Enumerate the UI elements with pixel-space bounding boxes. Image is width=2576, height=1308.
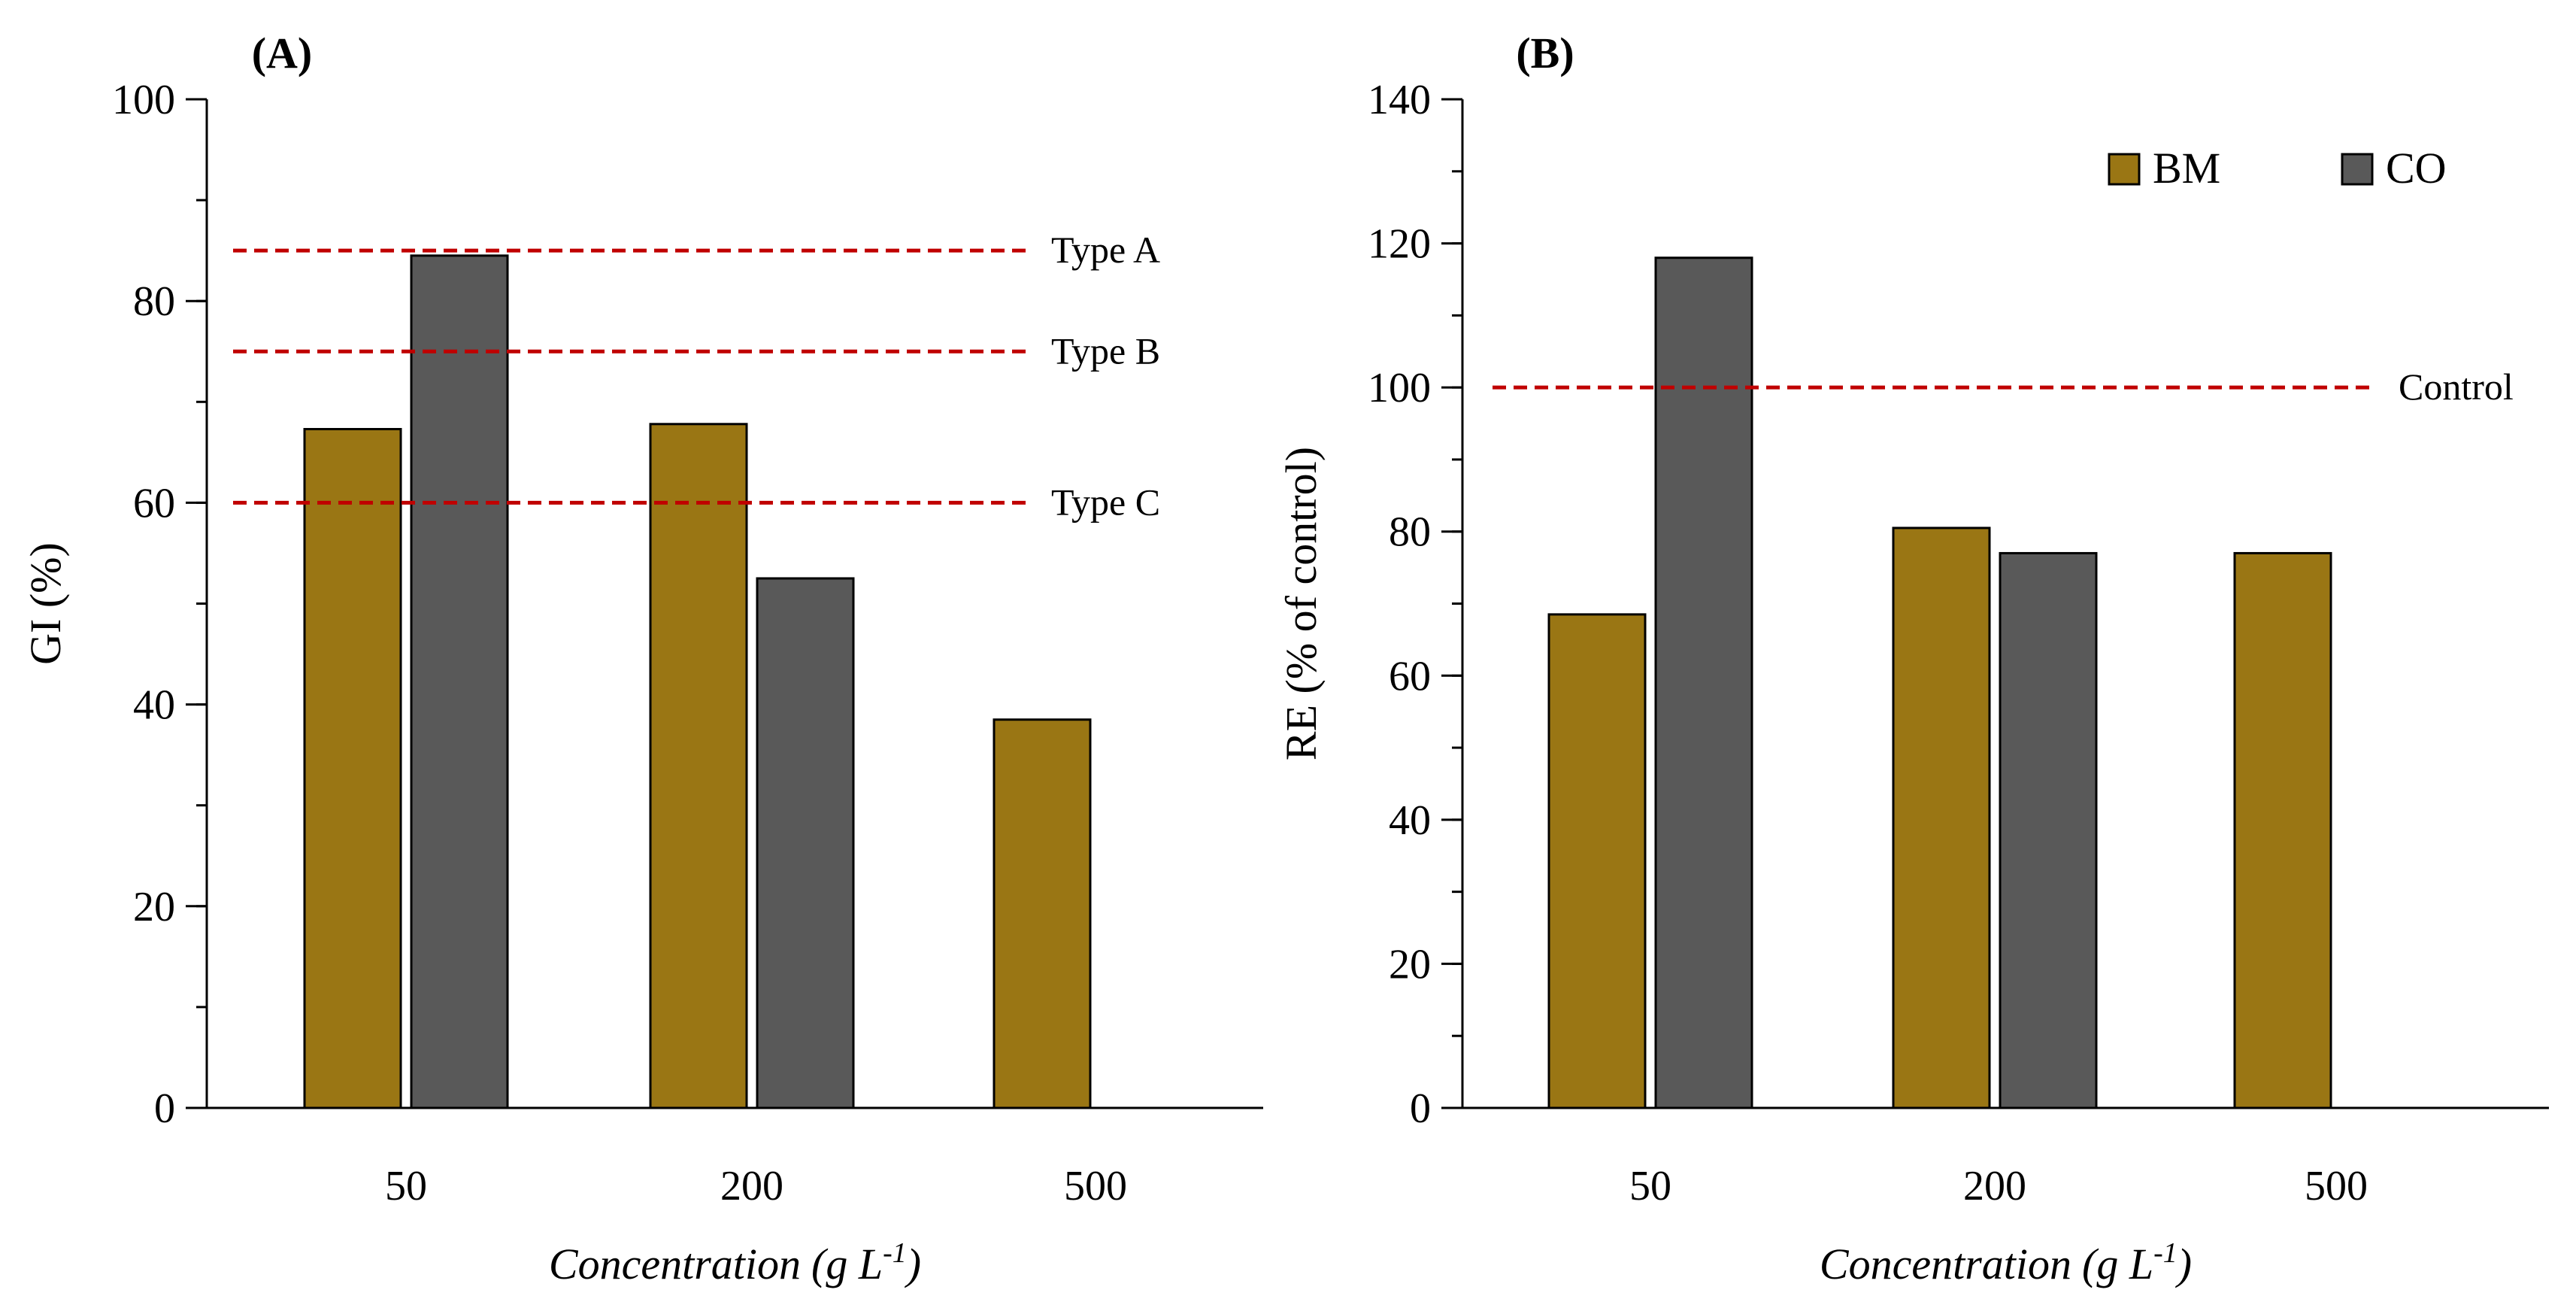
legend-label-co: CO xyxy=(2386,144,2447,193)
bar-bm-500 xyxy=(993,718,1092,1109)
reference-line-label: Type C xyxy=(1051,481,1160,523)
y-tick-label: 60 xyxy=(133,480,175,527)
x-tick-label-500: 500 xyxy=(2305,1163,2368,1209)
y-tick-label: 20 xyxy=(1389,941,1431,988)
legend-swatch-co xyxy=(2341,153,2374,186)
panel-label: (A) xyxy=(252,29,313,77)
y-tick-label: 80 xyxy=(1389,509,1431,556)
bar-co-200 xyxy=(756,577,855,1109)
bar-bm-500 xyxy=(2233,551,2332,1109)
legend-label-bm: BM xyxy=(2153,144,2220,193)
x-axis-title: Concentration (g L-1) xyxy=(1820,1237,2192,1288)
x-axis-title-close: ) xyxy=(2175,1240,2192,1288)
y-tick-label: 0 xyxy=(1410,1085,1431,1132)
y-axis-title: RE (% of control) xyxy=(1277,447,1326,760)
y-tick-label: 20 xyxy=(133,884,175,930)
y-tick-label: 140 xyxy=(1368,77,1431,123)
y-tick-label: 120 xyxy=(1368,221,1431,268)
y-axis-title: GI (%) xyxy=(21,542,70,665)
x-axis-title-unit: (g L xyxy=(811,1240,883,1288)
x-tick-label-50: 50 xyxy=(1629,1163,1671,1209)
y-tick-label: 60 xyxy=(1389,653,1431,700)
panel-a-gi-chart: 0 20 40 60 80 100 50 200 500 Type A Type B Type C (A… xyxy=(21,29,1263,1288)
bar-co-200 xyxy=(1999,551,2098,1109)
reference-line-label: Type A xyxy=(1051,229,1160,271)
bar-bm-200 xyxy=(649,423,748,1109)
x-axis-title-unit: (g L xyxy=(2082,1240,2153,1288)
bar-bm-50 xyxy=(303,428,402,1109)
panel-label: (B) xyxy=(1516,29,1574,77)
x-tick-label-50: 50 xyxy=(385,1163,427,1209)
y-tick-label: 100 xyxy=(1368,365,1431,411)
y-tick-label: 80 xyxy=(133,278,175,325)
y-tick-label: 40 xyxy=(1389,797,1431,844)
x-axis-title-exponent: -1 xyxy=(883,1237,907,1269)
reference-line-label: Type B xyxy=(1051,329,1160,372)
x-tick-label-200: 200 xyxy=(1963,1163,2026,1209)
panel-b-re-chart: 0 20 40 60 80 100 120 140 50 200 500 Control (B) RE (… xyxy=(1277,29,2549,1288)
bar-co-50 xyxy=(410,254,509,1109)
x-axis-title-close: ) xyxy=(905,1240,921,1288)
bar-bm-200 xyxy=(1892,527,1991,1109)
bar-co-50 xyxy=(1654,256,1753,1109)
x-tick-label-200: 200 xyxy=(720,1163,783,1209)
x-axis-title: Concentration (g L-1) xyxy=(549,1237,921,1288)
y-tick-label: 0 xyxy=(154,1085,175,1132)
x-axis-title-text: Concentration xyxy=(549,1240,801,1288)
y-tick-label: 40 xyxy=(133,682,175,729)
x-tick-label-500: 500 xyxy=(1064,1163,1127,1209)
y-tick-label: 100 xyxy=(112,77,175,123)
bar-bm-50 xyxy=(1547,613,1647,1109)
x-axis-title-text: Concentration xyxy=(1820,1240,2071,1288)
x-axis-title-exponent: -1 xyxy=(2153,1237,2177,1269)
legend-swatch-bm xyxy=(2108,153,2141,186)
reference-line-label: Control xyxy=(2399,366,2514,408)
